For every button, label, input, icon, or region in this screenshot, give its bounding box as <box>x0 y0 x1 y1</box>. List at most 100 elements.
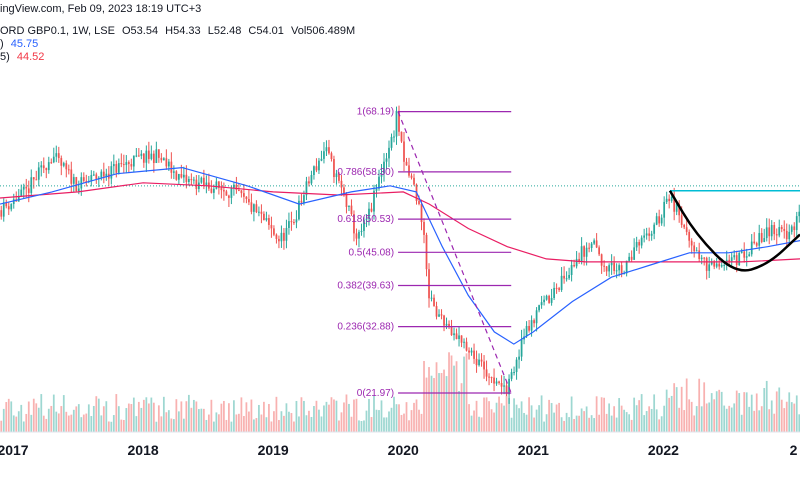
candle-body <box>265 218 268 221</box>
candle-body <box>528 325 530 331</box>
volume-bar <box>380 400 383 432</box>
candle-body <box>293 222 295 224</box>
trend-line[interactable] <box>397 111 512 394</box>
header-line-4: 5) 44.52 <box>0 51 48 63</box>
fibonacci-retracement[interactable]: 1(68.19) 0.786(58.30) 0.618(50.53) 0.5(45.0… <box>337 107 512 399</box>
candle-body <box>408 165 410 176</box>
volume-bar <box>85 413 88 432</box>
candle-body <box>365 218 368 220</box>
candle-body <box>795 216 798 231</box>
volume-bar <box>190 407 193 432</box>
candle-body <box>673 196 676 212</box>
volume-bar <box>573 419 575 432</box>
candle-body <box>215 181 218 189</box>
volume-bar <box>423 360 425 432</box>
volume-bar <box>413 402 415 432</box>
candle-body <box>713 262 716 267</box>
ma1-value: 45.75 <box>10 38 39 50</box>
volume-bar <box>325 401 328 432</box>
candle-body <box>220 187 223 191</box>
volume-bar <box>785 401 788 432</box>
volume-bar <box>192 399 195 432</box>
volume-bar <box>523 412 525 432</box>
candle-body <box>658 216 661 224</box>
volume-bar <box>7 398 10 432</box>
volume-bar <box>368 398 370 432</box>
candle-body <box>170 161 173 173</box>
volume-bar <box>678 407 681 432</box>
candle-body <box>165 158 168 167</box>
candle-body <box>423 222 425 235</box>
fib-level-label: 1(68.19) <box>357 107 394 118</box>
volume-bar <box>330 397 333 432</box>
candle-body <box>258 211 260 213</box>
volume-bar <box>167 410 170 432</box>
candle-body <box>390 136 393 148</box>
candle-body <box>335 173 338 178</box>
volume-bar <box>595 396 598 432</box>
candle-body <box>633 247 636 260</box>
volume-bar <box>560 417 563 432</box>
candle-body <box>470 350 473 353</box>
volume-bar <box>57 413 60 432</box>
candle-body <box>553 287 555 299</box>
volume-bar <box>478 416 480 432</box>
volume-bar <box>110 421 113 432</box>
volume-bar <box>82 414 85 432</box>
volume-bar <box>135 416 138 432</box>
volume-bar <box>700 406 703 432</box>
volume-bar <box>470 415 473 432</box>
volume-bar <box>735 390 738 432</box>
volume-bar <box>623 409 626 432</box>
volume-bar <box>598 414 600 432</box>
volume-bar <box>273 411 275 432</box>
x-axis-tick-label: 2021 <box>518 442 549 458</box>
candle-body <box>67 169 70 171</box>
volume-bar <box>333 399 335 432</box>
volume-bar <box>375 409 378 432</box>
volume-bar <box>213 421 215 432</box>
candle-body <box>598 247 600 255</box>
candle-body <box>192 179 195 181</box>
volume-bar <box>155 421 158 432</box>
volume-bar <box>448 352 450 432</box>
volume-bar <box>543 421 545 432</box>
x-axis-tick-label: 2019 <box>258 442 289 458</box>
candle-body <box>585 247 588 257</box>
candle-body <box>745 256 748 258</box>
candle-body <box>723 264 726 266</box>
candle-body <box>530 320 533 331</box>
volume-bar <box>758 410 761 432</box>
candle-body <box>385 158 388 162</box>
volume-bar <box>795 395 798 432</box>
candle-body <box>653 224 656 234</box>
candle-body <box>475 358 478 366</box>
volume-bar <box>440 373 443 432</box>
volume-bar <box>693 415 696 432</box>
volume-bar <box>275 396 278 432</box>
volume-bar <box>593 418 595 432</box>
volume-bar <box>755 393 758 432</box>
volume-bar <box>260 414 263 432</box>
candle-body <box>560 275 563 290</box>
candle-body <box>448 323 450 327</box>
volume-bar <box>230 421 233 432</box>
volume-bar <box>373 395 375 432</box>
cup-pattern[interactable] <box>668 190 800 272</box>
candle-body <box>185 174 188 183</box>
ma2-value: 44.52 <box>16 51 45 63</box>
volume-bar <box>490 409 493 432</box>
candle-body <box>395 110 398 137</box>
candle-body <box>548 295 550 303</box>
candle-body <box>758 233 761 246</box>
volume-bar <box>218 414 220 432</box>
candle-body <box>668 198 671 202</box>
candle-body <box>248 199 250 203</box>
candle-body <box>218 181 220 188</box>
x-axis-tick-label: 2022 <box>648 442 679 458</box>
candle-body <box>380 173 383 177</box>
volume-bar <box>122 419 125 432</box>
volume-bar <box>590 415 593 432</box>
candle-body <box>285 227 288 241</box>
